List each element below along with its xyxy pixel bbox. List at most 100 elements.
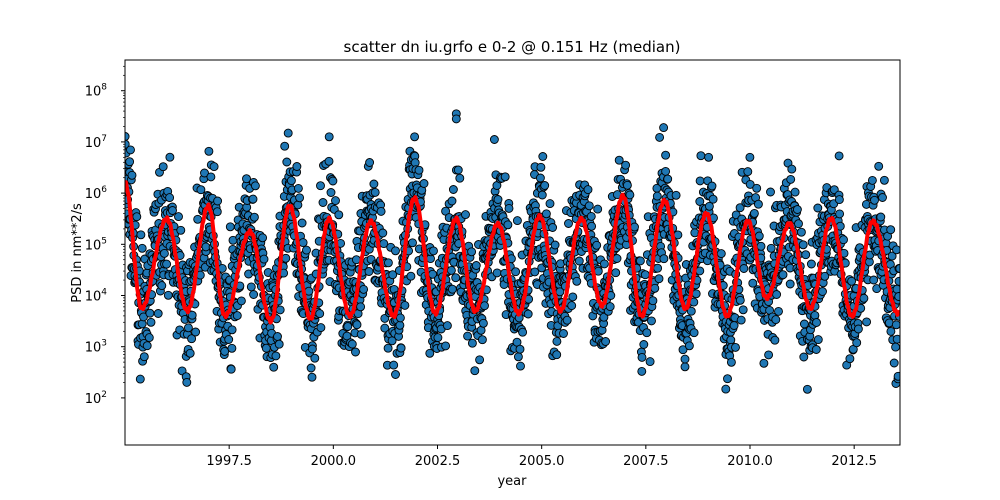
- scatter-point: [511, 267, 521, 277]
- scatter-point: [316, 323, 326, 333]
- scatter-point: [463, 331, 473, 341]
- scatter-point: [605, 302, 615, 312]
- scatter-point: [759, 358, 769, 368]
- scatter-point: [564, 219, 573, 228]
- scatter-point: [879, 175, 889, 185]
- scatter-point: [891, 342, 900, 352]
- scatter-point: [745, 152, 755, 162]
- scatter-point: [250, 181, 260, 191]
- scatter-point: [661, 166, 671, 176]
- scatter-point: [477, 335, 487, 345]
- scatter-point: [614, 155, 624, 165]
- scatter-point: [839, 235, 848, 245]
- scatter-point: [400, 300, 410, 310]
- scatter-point: [772, 290, 782, 299]
- scatter-point: [645, 357, 655, 367]
- scatter-point: [441, 341, 451, 351]
- scatter-point: [429, 246, 438, 256]
- scatter-point: [391, 246, 400, 256]
- scatter-point: [446, 265, 456, 275]
- scatter-point: [637, 352, 647, 362]
- scatter-point: [818, 287, 827, 296]
- scatter-point: [635, 256, 645, 266]
- scatter-point: [593, 204, 603, 214]
- scatter-point: [834, 151, 844, 161]
- scatter-point: [853, 324, 863, 334]
- scatter-point: [283, 128, 293, 138]
- scatter-point: [538, 152, 548, 161]
- scatter-point: [696, 151, 706, 161]
- scatter-point: [126, 145, 135, 155]
- scatter-point: [541, 209, 551, 219]
- y-axis-label: PSD in nm**2/s: [70, 203, 85, 303]
- scatter-point: [144, 333, 154, 343]
- scatter-point: [792, 205, 802, 214]
- scatter-point: [796, 227, 806, 237]
- scatter-point: [736, 315, 746, 325]
- scatter-point: [165, 193, 175, 203]
- scatter-point: [364, 267, 374, 276]
- scatter-point: [165, 152, 175, 162]
- scatter-point: [447, 196, 457, 206]
- scatter-point: [292, 162, 302, 171]
- scatter-point: [136, 230, 146, 240]
- median-line: [125, 180, 900, 325]
- scatter-point: [146, 317, 156, 327]
- scatter-point: [799, 352, 809, 362]
- scatter-point: [778, 270, 788, 280]
- scatter-point: [647, 316, 656, 326]
- scatter-point: [640, 270, 650, 280]
- scatter-point: [637, 366, 647, 376]
- scatter-point: [535, 173, 545, 183]
- scatter-point: [892, 245, 900, 255]
- scatter-point: [878, 193, 887, 202]
- x-tick-label: 1997.5: [206, 454, 252, 469]
- scatter-point: [766, 243, 776, 253]
- scatter-point: [654, 274, 664, 284]
- scatter-point: [176, 225, 186, 235]
- scatter-point: [315, 309, 325, 319]
- scatter-point: [621, 160, 631, 170]
- scatter-point: [226, 364, 236, 374]
- scatter-point: [630, 222, 639, 232]
- scatter-point: [813, 335, 823, 345]
- scatter-point: [537, 190, 547, 200]
- scatter-point: [232, 311, 242, 321]
- scatter-point: [686, 306, 696, 316]
- scatter-point: [671, 190, 681, 200]
- scatter-point: [280, 141, 290, 151]
- scatter-point: [567, 301, 577, 311]
- scatter-point: [448, 185, 458, 194]
- scatter-point: [196, 185, 206, 195]
- scatter-point: [269, 362, 279, 372]
- scatter-point: [342, 331, 352, 341]
- scatter-point: [478, 318, 488, 328]
- scatter-point: [328, 176, 338, 186]
- scatter-point: [493, 195, 503, 204]
- scatter-point: [492, 268, 502, 278]
- scatter-point: [515, 344, 525, 354]
- scatter-point: [847, 276, 857, 286]
- scatter-point: [470, 366, 480, 376]
- scatter-point: [159, 248, 169, 258]
- scatter-point: [802, 384, 812, 394]
- scatter-point: [209, 162, 219, 172]
- scatter-point: [870, 195, 879, 205]
- scatter-point: [754, 231, 764, 241]
- scatter-point: [680, 362, 690, 372]
- scatter-point: [191, 327, 201, 337]
- scatter-point: [704, 201, 714, 211]
- scatter-point: [193, 214, 203, 224]
- scatter-point: [307, 344, 317, 354]
- scatter-point: [158, 162, 168, 172]
- scatter-point: [887, 251, 897, 261]
- scatter-point: [512, 216, 522, 226]
- x-axis-label: year: [497, 474, 527, 489]
- scatter-point: [545, 199, 555, 209]
- scatter-point: [275, 305, 285, 315]
- x-tick-label: 2010.0: [727, 454, 773, 469]
- scatter-point: [212, 207, 222, 217]
- scatter-point: [684, 341, 694, 351]
- scatter-point-outlier: [324, 132, 334, 142]
- scatter-point: [653, 263, 663, 273]
